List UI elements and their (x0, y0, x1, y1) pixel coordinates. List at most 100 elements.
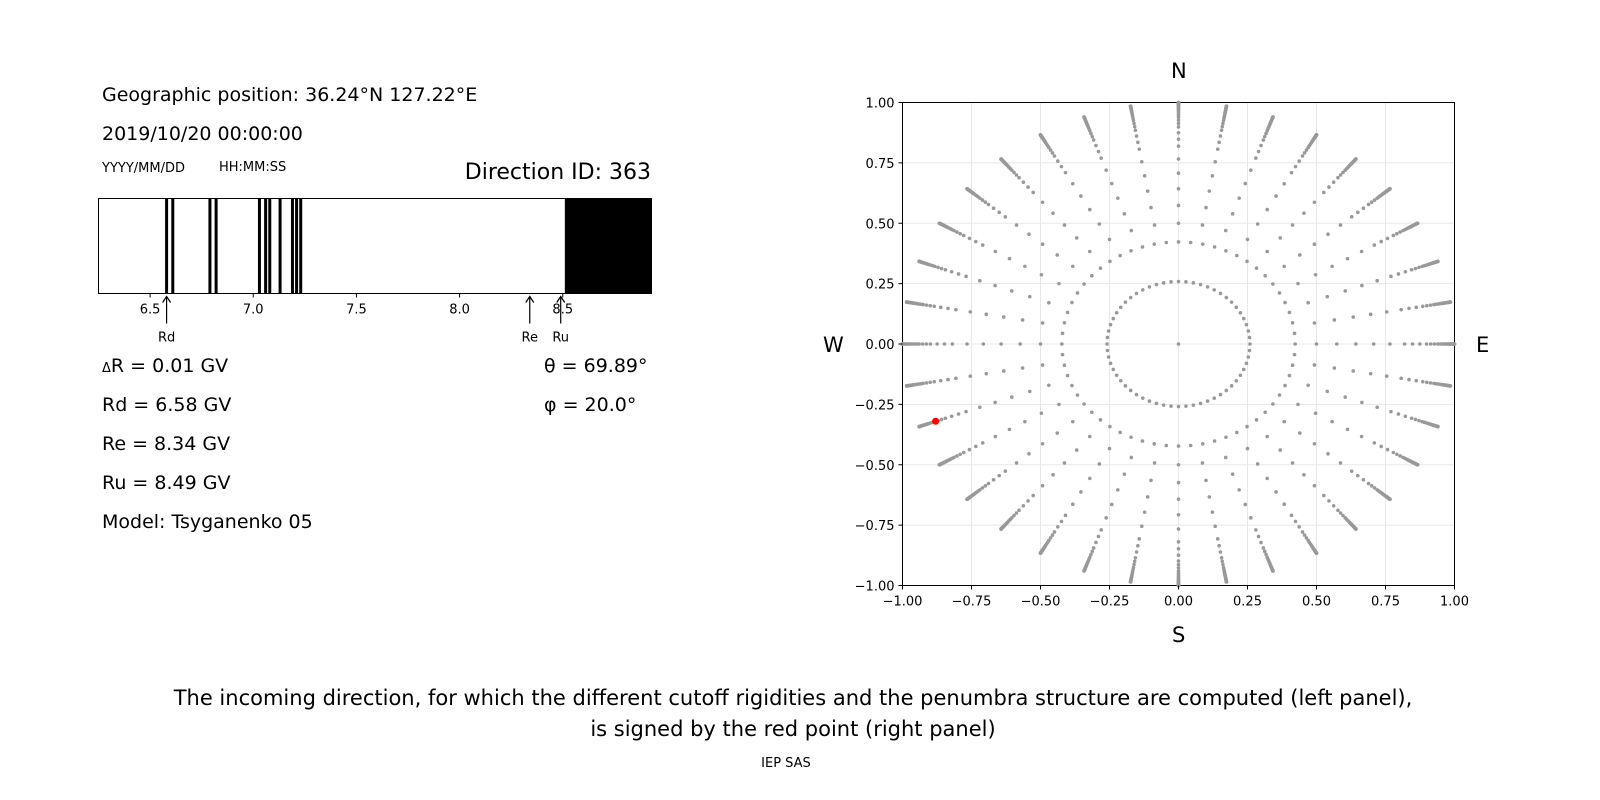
grid-point (1176, 100, 1181, 105)
grid-point (937, 221, 942, 226)
grid-point (1369, 200, 1374, 204)
grid-point (1038, 342, 1043, 346)
grid-point (1043, 543, 1048, 548)
grid-point (1140, 396, 1145, 400)
grid-point (1129, 435, 1133, 440)
grid-point (1426, 262, 1431, 267)
grid-point (1415, 462, 1420, 467)
grid-point (1001, 159, 1006, 164)
grid-point (1089, 552, 1093, 557)
grid-point (1427, 422, 1432, 426)
grid-point (1307, 540, 1312, 545)
date-format-label: YYYY/MM/DD (102, 161, 185, 176)
grid-point (1249, 168, 1253, 172)
grid-point (1447, 383, 1451, 388)
grid-point (1176, 578, 1181, 583)
grid-point (1224, 580, 1229, 584)
grid-point (1313, 411, 1318, 416)
grid-point (1368, 371, 1373, 376)
grid-point (1270, 117, 1274, 121)
grid-point (1220, 124, 1225, 129)
grid-point (1247, 348, 1252, 353)
grid-point (1435, 424, 1440, 429)
grid-point (1040, 135, 1044, 139)
grid-point (1176, 480, 1181, 485)
grid-point (1398, 230, 1402, 234)
grid-point (1223, 572, 1227, 577)
grid-point (1084, 120, 1089, 125)
time-format-label: HH:MM:SS (219, 160, 287, 175)
grid-point (999, 157, 1004, 162)
grid-point (905, 300, 909, 304)
grid-point (1270, 116, 1275, 120)
grid-point (980, 486, 985, 490)
y-tick-label: −0.75 (855, 519, 895, 534)
grid-point (1448, 300, 1453, 304)
grid-point (1366, 481, 1371, 486)
grid-point (1347, 163, 1352, 168)
grid-point (1082, 115, 1087, 120)
grid-point (1445, 342, 1449, 346)
grid-point (1325, 294, 1330, 299)
grid-point (1266, 125, 1271, 129)
grid-point (1129, 575, 1134, 579)
grid-point (1351, 524, 1355, 528)
grid-point (906, 342, 910, 346)
grid-point (1224, 579, 1229, 584)
grid-point (1428, 422, 1433, 427)
grid-point (1210, 174, 1215, 178)
grid-point (1129, 110, 1134, 114)
grid-point (924, 261, 929, 266)
grid-point (1438, 301, 1443, 306)
grid-point (1221, 562, 1225, 567)
grid-point (1349, 522, 1353, 526)
grid-point (1001, 159, 1005, 163)
grid-point (1436, 302, 1441, 306)
grid-point (1445, 300, 1450, 305)
grid-point (1070, 264, 1075, 269)
grid-point (967, 496, 971, 500)
grid-point (1224, 578, 1229, 583)
grid-point (1176, 279, 1181, 284)
grid-point (1004, 521, 1009, 525)
grid-point (966, 496, 970, 501)
grid-point (1040, 549, 1044, 553)
grid-point (1243, 502, 1248, 507)
grid-point (1246, 329, 1251, 333)
grid-point (1094, 143, 1098, 148)
bar-tick-label: 8.0 (449, 303, 470, 318)
grid-point (1238, 373, 1243, 378)
grid-point (1176, 121, 1181, 126)
grid-point (1264, 131, 1268, 136)
grid-point (1136, 543, 1140, 548)
grid-point (1385, 495, 1389, 499)
grid-point (993, 434, 998, 439)
grid-point (917, 259, 921, 264)
grid-point (1123, 300, 1128, 304)
grid-point (1217, 140, 1221, 145)
grid-point (1001, 315, 1006, 319)
grid-point (1265, 207, 1270, 212)
grid-point (1040, 242, 1045, 247)
grid-point (928, 263, 933, 267)
grid-point (1055, 253, 1060, 257)
grid-point (1154, 282, 1159, 287)
grid-point (1415, 462, 1420, 467)
grid-point (1212, 288, 1217, 292)
grid-point (1176, 569, 1181, 573)
grid-point (1352, 158, 1357, 163)
grid-point (1198, 282, 1203, 287)
grid-point (1128, 104, 1133, 108)
grid-point (1278, 236, 1283, 240)
grid-point (1111, 316, 1116, 321)
grid-point (1330, 419, 1334, 424)
grid-point (999, 157, 1003, 161)
grid-point (1352, 525, 1357, 530)
grid-point (909, 300, 914, 305)
grid-point (922, 261, 927, 265)
grid-point (1070, 181, 1075, 186)
grid-point (1387, 497, 1392, 501)
grid-point (1169, 280, 1173, 284)
grid-point (1021, 180, 1026, 184)
grid-point (1420, 304, 1425, 309)
